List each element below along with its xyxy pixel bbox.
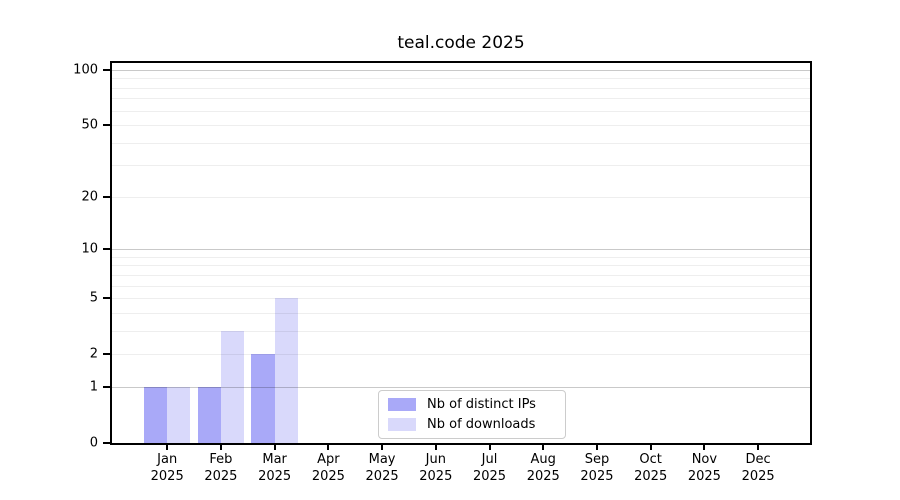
gridline-minor <box>112 330 810 332</box>
plot-area <box>112 63 810 443</box>
gridline-major <box>112 70 810 71</box>
gridline-minor <box>112 110 810 112</box>
gridline-minor <box>112 196 810 198</box>
x-tick-label-may: May 2025 <box>365 452 399 484</box>
x-axis-tick <box>381 445 384 450</box>
y-axis-tick <box>103 69 110 71</box>
x-axis-tick <box>757 445 760 450</box>
x-axis-tick <box>703 445 706 450</box>
bar-jan-downloads <box>167 386 191 443</box>
chart-title: teal.code 2025 <box>397 33 525 53</box>
y-tick-label: 20 <box>81 189 98 205</box>
x-tick-label-oct: Oct 2025 <box>634 452 668 484</box>
x-tick-label-jan: Jan 2025 <box>150 452 184 484</box>
y-axis-tick <box>103 248 110 251</box>
x-axis-tick <box>273 445 276 450</box>
y-axis-tick <box>103 442 110 444</box>
x-axis-tick <box>488 445 491 450</box>
x-tick-label-jun: Jun 2025 <box>419 452 453 484</box>
x-tick-label-dec: Dec 2025 <box>741 452 775 484</box>
x-tick-label-sep: Sep 2025 <box>580 452 614 484</box>
y-tick-label: 1 <box>89 379 98 395</box>
gridline-minor <box>112 98 810 100</box>
x-axis-tick <box>434 445 437 450</box>
gridline-minor <box>112 285 810 287</box>
legend-label-distinct-ips: Nb of distinct IPs <box>427 397 536 412</box>
x-tick-label-jul: Jul 2025 <box>472 452 507 484</box>
y-tick-label: 50 <box>81 117 98 133</box>
legend-swatch-downloads <box>388 418 416 431</box>
y-tick-label: 100 <box>73 62 98 78</box>
gridline-minor <box>112 274 810 276</box>
y-tick-label: 10 <box>81 241 98 257</box>
gridline-minor <box>112 265 810 267</box>
gridline-minor <box>112 78 810 80</box>
gridline-minor <box>112 165 810 167</box>
x-tick-label-apr: Apr 2025 <box>311 452 345 484</box>
y-axis-tick <box>103 195 110 198</box>
legend-item-distinct-ips: Nb of distinct IPs <box>388 397 556 412</box>
x-axis-tick <box>595 445 598 450</box>
y-axis-tick <box>103 353 110 356</box>
gridline-minor <box>112 298 810 300</box>
bar-feb-distinct-ips <box>197 386 221 443</box>
gridline-minor <box>112 87 810 89</box>
bar-mar-distinct-ips <box>251 354 275 443</box>
gridline-minor <box>112 312 810 314</box>
x-tick-label-feb: Feb 2025 <box>204 452 238 484</box>
x-axis-tick <box>542 445 545 450</box>
y-tick-label: 2 <box>89 346 98 362</box>
gridline-minor <box>112 142 810 144</box>
bar-mar-downloads <box>274 298 298 443</box>
gridline-minor <box>112 256 810 258</box>
legend-item-downloads: Nb of downloads <box>388 417 556 432</box>
y-axis-tick <box>103 124 110 127</box>
x-axis-tick <box>649 445 652 450</box>
legend-label-downloads: Nb of downloads <box>427 417 536 432</box>
y-axis-tick <box>103 385 110 388</box>
gridline-minor <box>112 354 810 356</box>
x-axis-tick <box>219 445 222 450</box>
y-tick-label: 0 <box>89 435 98 451</box>
bar-feb-downloads <box>220 330 245 443</box>
plot-frame <box>110 61 812 445</box>
x-tick-label-aug: Aug 2025 <box>526 452 560 484</box>
legend-swatch-distinct-ips <box>388 398 416 411</box>
legend: Nb of distinct IPs Nb of downloads <box>378 390 566 439</box>
gridline-minor <box>112 125 810 127</box>
bar-jan-distinct-ips <box>144 386 168 443</box>
y-axis-tick <box>103 297 110 300</box>
gridline-major <box>112 386 810 388</box>
x-tick-label-nov: Nov 2025 <box>687 452 721 484</box>
gridline-major <box>112 249 810 251</box>
x-tick-label-mar: Mar 2025 <box>258 452 292 484</box>
x-axis-tick <box>166 445 169 450</box>
y-tick-label: 5 <box>89 290 98 306</box>
x-axis-tick <box>327 445 330 450</box>
